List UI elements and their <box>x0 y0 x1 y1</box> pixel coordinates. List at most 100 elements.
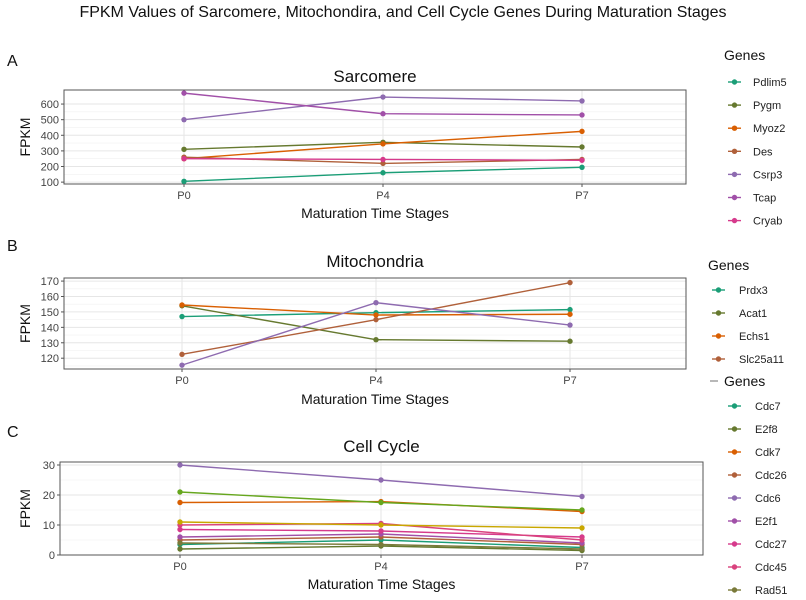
legend-label: Cdc7 <box>755 401 781 413</box>
data-point <box>579 157 585 163</box>
chart-panel-c: C Cell Cycle 0 10 20 30 P0 P4 P7 Maturation Time … <box>7 373 787 597</box>
legend-label: Rad51 <box>755 585 787 597</box>
legend-label: Cdc6 <box>755 493 781 505</box>
legend-key-point <box>731 541 738 547</box>
legend-label: Echs1 <box>739 331 770 343</box>
legend-label: Cryab <box>753 216 782 228</box>
data-point <box>181 156 187 162</box>
y-tick-label: 0 <box>49 550 55 562</box>
y-tick-label: 200 <box>41 162 59 174</box>
legend-key-point <box>731 403 738 409</box>
y-tick-label: 500 <box>41 115 59 127</box>
panel-title: Mitochondria <box>326 252 424 271</box>
x-tick-label: P0 <box>177 190 190 202</box>
x-tick-label: P0 <box>175 375 188 387</box>
chart-panel-b: B Mitochondria 120 130 140 150 160 170 P0 P4 P7 Mat… <box>7 238 784 407</box>
data-point <box>579 507 585 513</box>
data-point <box>579 537 585 543</box>
data-point <box>177 526 183 533</box>
legend-key-point <box>731 449 738 455</box>
data-point <box>567 338 573 344</box>
x-tick-label: P4 <box>374 561 387 573</box>
data-point <box>181 90 187 96</box>
data-point <box>179 362 185 368</box>
data-point <box>378 528 384 534</box>
legend-key-point <box>731 194 738 201</box>
legend-title: Genes <box>724 47 765 63</box>
legend-label: Prdx3 <box>739 285 768 297</box>
x-tick-label: P4 <box>369 375 382 387</box>
data-point <box>567 311 573 317</box>
data-point <box>380 170 386 176</box>
data-point <box>373 312 379 318</box>
data-point <box>378 477 384 483</box>
x-tick-label: P4 <box>376 190 389 202</box>
legend-key-point <box>731 148 738 154</box>
legend: Genes Pdlim5 Pygm Myoz2 Des Csrp3 Tcap Cryab <box>724 47 787 228</box>
data-point <box>567 322 573 328</box>
data-point <box>181 146 187 153</box>
plot-border <box>63 89 687 185</box>
x-tick-label: P7 <box>575 561 588 573</box>
data-point <box>380 141 386 147</box>
y-tick-label: 600 <box>41 99 59 111</box>
legend-key-point <box>731 171 738 178</box>
data-point <box>177 546 183 552</box>
legend-label: E2f8 <box>755 424 778 436</box>
legend-key-point <box>731 495 738 501</box>
data-point <box>567 306 573 313</box>
legend-key-point <box>731 102 738 108</box>
y-tick-label: 20 <box>43 490 55 502</box>
figure-title: FPKM Values of Sarcomere, Mitochondira, … <box>79 4 726 21</box>
data-point <box>177 519 183 525</box>
x-axis-title: Maturation Time Stages <box>301 205 449 221</box>
data-point <box>177 499 183 506</box>
legend-label: Cdk7 <box>755 447 781 459</box>
y-tick-label: 140 <box>41 322 59 334</box>
panel-letter: C <box>7 424 19 441</box>
x-axis-title: Maturation Time Stages <box>308 576 456 592</box>
y-tick-label: 400 <box>41 130 59 142</box>
data-point <box>181 178 187 185</box>
legend-key-point <box>731 79 738 85</box>
data-point <box>177 534 183 540</box>
legend-key-point <box>715 333 722 339</box>
x-tick-label: P0 <box>173 561 186 573</box>
data-point <box>373 299 379 306</box>
legend-label: E2f1 <box>755 516 778 528</box>
legend-label: Pygm <box>753 100 781 112</box>
legend-label: Csrp3 <box>753 169 782 181</box>
data-point <box>179 351 185 358</box>
data-point <box>579 128 585 135</box>
data-point <box>179 302 185 308</box>
data-point <box>380 111 386 117</box>
y-tick-label: 100 <box>41 177 59 189</box>
legend-key-point <box>715 310 722 316</box>
data-point <box>378 499 384 506</box>
legend-key-point <box>715 287 722 293</box>
y-tick-label: 10 <box>43 520 55 532</box>
legend-label: Pdlim5 <box>753 77 787 89</box>
legend-label: Cdc27 <box>755 539 787 551</box>
legend-label: Acat1 <box>739 308 767 320</box>
x-tick-label: P7 <box>575 190 588 202</box>
legend-key-point <box>715 356 722 362</box>
legend: Genes Cdc7 E2f8 Cdk7 Cdc26 Cdc6 E2f1 Cdc27 Cdc45… <box>710 373 787 597</box>
y-tick-label: 170 <box>41 276 59 288</box>
data-point <box>579 112 585 118</box>
legend-key-point <box>731 472 738 478</box>
panel-letter: B <box>7 238 18 255</box>
legend-label: Myoz2 <box>753 123 785 135</box>
legend-key-point <box>731 217 738 224</box>
data-point <box>373 316 379 323</box>
y-tick-label: 130 <box>41 338 59 350</box>
y-axis-title: FPKM <box>17 489 33 528</box>
legend-label: Cdc26 <box>755 470 787 482</box>
y-tick-label: 150 <box>41 307 59 319</box>
data-point <box>579 493 585 500</box>
data-point <box>579 144 585 150</box>
legend-title: Genes <box>724 373 765 389</box>
chart-panel-a: A Sarcomere 100 200 300 400 500 600 P0 P4 P7 Matura… <box>7 47 787 228</box>
